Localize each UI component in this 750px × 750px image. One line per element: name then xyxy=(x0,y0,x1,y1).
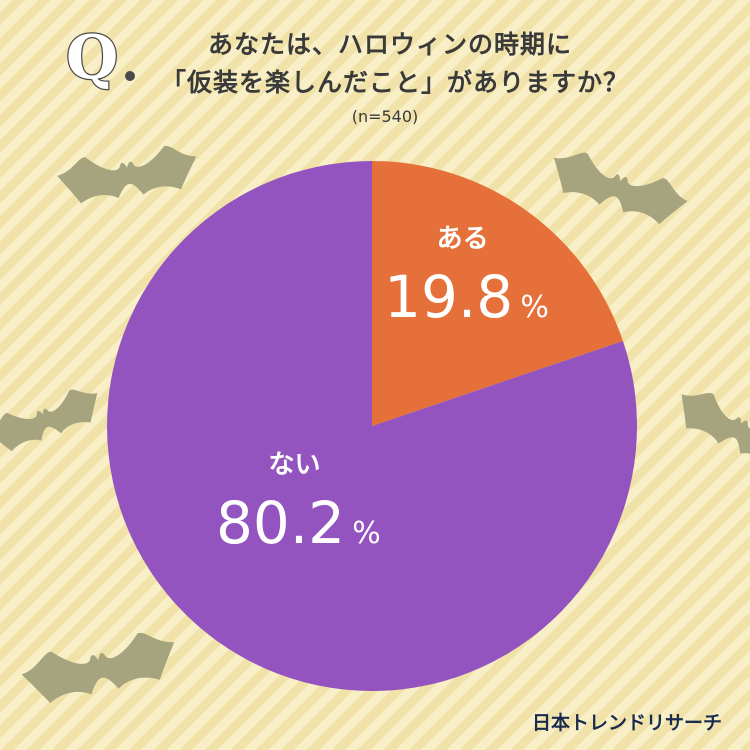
pie-slice xyxy=(107,161,638,691)
brand-logo: 日本トレンドリサーチ xyxy=(531,712,722,734)
slice-category-label: ある xyxy=(437,224,489,254)
slice-label-group: ない 80.2% xyxy=(216,450,381,557)
q-mark-icon: Q xyxy=(65,22,135,92)
page-title-line-2: 「仮装を楽しんだこと」がありますか？ xyxy=(160,68,629,97)
slice-unit-label: % xyxy=(520,290,549,325)
q-letter: Q xyxy=(66,23,118,92)
slice-value-label: 80.2 xyxy=(216,489,345,557)
slice-category-label: ない xyxy=(269,450,321,480)
sample-size: (n=540) xyxy=(351,107,419,126)
slice-value-label: 19.8 xyxy=(384,263,513,331)
pie-slice xyxy=(372,161,623,426)
slice-label-group: ある 19.8% xyxy=(384,224,549,331)
page-title-line-1: あなたは、ハロウィンの時期に xyxy=(207,30,572,59)
q-dot xyxy=(125,71,135,81)
slice-unit-label: % xyxy=(352,516,381,551)
